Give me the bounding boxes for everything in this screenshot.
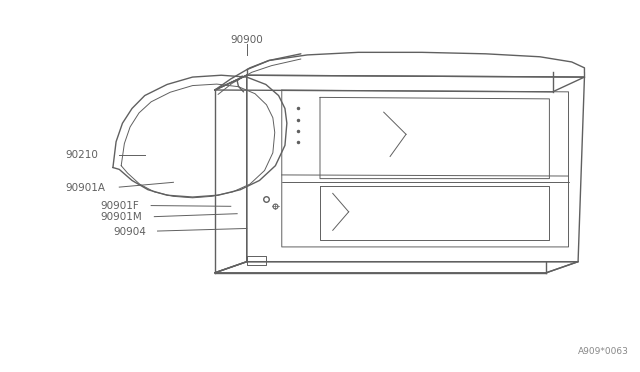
Text: 90901M: 90901M [100,212,142,222]
Text: A909*0063: A909*0063 [578,347,629,356]
Text: 90901F: 90901F [100,201,139,211]
Text: 90900: 90900 [230,35,263,45]
Text: 90901A: 90901A [65,183,105,193]
Text: 90904: 90904 [113,227,146,237]
Text: 90210: 90210 [65,150,98,160]
